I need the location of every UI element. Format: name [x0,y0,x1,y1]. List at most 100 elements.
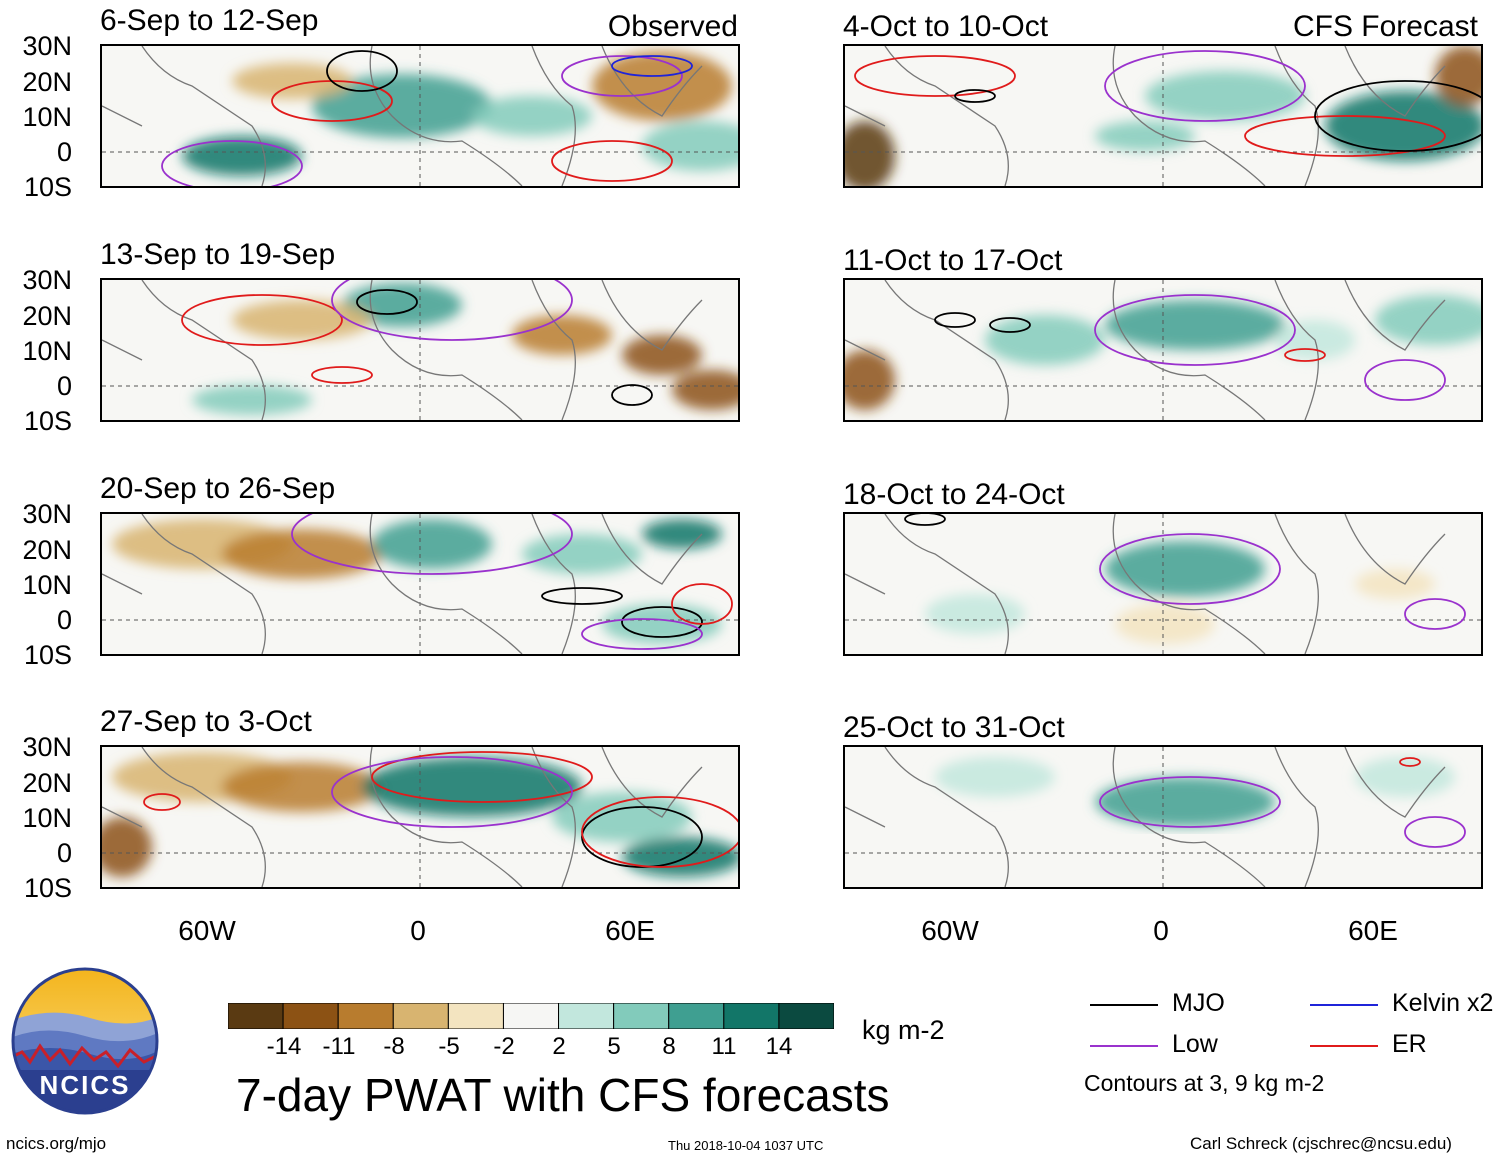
colorbar-swatch [392,1003,449,1029]
colorbar-tick-label: -8 [383,1033,405,1060]
anomaly-blob [512,315,612,355]
lat-label: 0 [56,605,72,635]
lat-label: 30N [22,265,72,295]
map-canvas [845,747,1481,887]
lat-label: 30N [22,499,72,529]
wave-contour [356,289,418,315]
lon-label: 0 [410,915,426,946]
wave-contour [621,606,703,638]
wave-contour [904,514,946,526]
anomaly-blob [552,792,692,842]
colorbar-tick-label: -14 [266,1033,302,1060]
colorbar-tick-label: 11 [711,1033,737,1060]
cfs-forecast-label: CFS Forecast [1292,10,1478,43]
map-canvas [102,46,738,186]
wave-contour [161,140,303,186]
anomaly-blob [472,96,592,136]
anomaly-blob [845,121,895,186]
footer-author: Carl Schreck (cjschrec@ncsu.edu) [1190,1134,1452,1153]
map-panel-fcst-1 [843,44,1483,188]
panel-title-5: 4-Oct to 10-Oct [843,10,1049,43]
colorbar-labels: -14 -11 -8 -5 -2 2 5 8 11 14 [228,1035,834,1061]
anomaly-blob [985,315,1105,365]
anomaly-field [925,541,1435,644]
lon-label: 60E [1348,915,1398,946]
colorbar-swatch [282,1003,339,1029]
map-canvas [102,514,738,654]
main-title: 7-day PWAT with CFS forecasts [236,1069,890,1121]
anomaly-blob [1325,91,1481,161]
map-panel-obs-1 [100,44,740,188]
coastline [102,46,703,186]
wave-contour [541,587,623,605]
anomaly-blob [602,604,722,644]
anomaly-blob [362,757,582,817]
legend-line-er [1310,1045,1378,1047]
map-panel-obs-3 [100,512,740,656]
colorbar [228,1003,834,1029]
anomaly-blob [1095,777,1275,827]
wave-contour [954,89,996,103]
lon-label: 60W [921,915,979,946]
lat-label: 10S [23,172,72,202]
wave-contour [311,366,373,384]
panel-title-2: 13-Sep to 19-Sep [100,238,336,271]
map-canvas [845,514,1481,654]
wave-contour [1099,533,1281,605]
footer-timestamp: Thu 2018-10-04 1037 UTC [668,1138,824,1153]
anomaly-blob [672,370,738,410]
coastline [845,514,1446,654]
lat-label: 30N [22,732,72,762]
legend-label-kelvin: Kelvin x2 [1392,989,1494,1017]
lat-label: 10N [22,102,72,132]
anomaly-blob [232,300,372,340]
wave-contour [854,55,1016,97]
coastline [845,747,1446,887]
anomaly-blob [642,121,738,171]
lat-label: 20N [22,768,72,798]
lat-label: 20N [22,535,72,565]
wave-contour [1094,294,1296,366]
map-panel-fcst-3 [843,512,1483,656]
wave-contour [331,280,573,341]
wave-contour [1284,348,1326,362]
coastline [102,280,703,420]
lat-label: 10S [23,873,72,903]
wave-contour [1404,598,1466,630]
observed-label: Observed [607,10,738,43]
map-canvas [102,280,738,420]
colorbar-swatch [228,1003,284,1029]
map-canvas [845,280,1481,420]
anomaly-blob [1375,295,1481,345]
anomaly-blob [925,594,1025,634]
coastline [845,280,1446,420]
coastline [102,747,703,887]
lat-label: 0 [56,137,72,167]
wave-contour [1404,816,1466,848]
colorbar-swatch [668,1003,725,1029]
anomaly-blob [1145,71,1305,121]
wave-contour [1314,80,1481,152]
lat-label: 10S [23,406,72,436]
panel-title-8: 25-Oct to 31-Oct [843,711,1065,744]
wave-contour [1099,776,1281,828]
anomaly-blob [1355,757,1455,797]
wave-contour [934,312,976,328]
anomaly-field [192,283,738,415]
anomaly-blob [935,757,1055,797]
colorbar-tick-label: -5 [438,1033,460,1060]
map-canvas [102,747,738,887]
coastline [102,514,703,654]
footer-url[interactable]: ncics.org/mjo [6,1134,107,1153]
panel-title-7: 18-Oct to 24-Oct [843,478,1065,511]
anomaly-blob [1105,541,1265,597]
wave-contour [143,793,181,811]
legend-line-kelvin [1310,1004,1378,1006]
anomaly-blob [622,837,738,877]
colorbar-swatch [447,1003,504,1029]
colorbar-tick-label: 8 [662,1033,676,1060]
units-label: kg m-2 [862,1015,945,1045]
logo-text: NCICS [39,1070,131,1100]
anomaly-blob [372,519,492,569]
contour-note: Contours at 3, 9 kg m-2 [1084,1070,1325,1096]
